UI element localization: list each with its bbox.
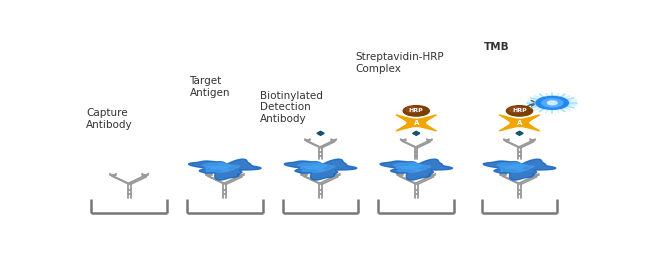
- Text: Streptavidin-HRP
Complex: Streptavidin-HRP Complex: [356, 53, 445, 74]
- Polygon shape: [188, 159, 261, 180]
- Polygon shape: [515, 121, 540, 131]
- Text: Biotinylated
Detection
Antibody: Biotinylated Detection Antibody: [260, 91, 323, 124]
- Circle shape: [547, 101, 557, 105]
- Circle shape: [403, 106, 430, 116]
- Circle shape: [406, 107, 420, 113]
- Text: Target
Antigen: Target Antigen: [190, 76, 230, 98]
- Circle shape: [510, 119, 528, 127]
- Text: A: A: [413, 120, 419, 126]
- Polygon shape: [411, 115, 436, 125]
- Polygon shape: [396, 121, 421, 131]
- Text: HRP: HRP: [409, 108, 424, 113]
- Polygon shape: [484, 159, 556, 180]
- Circle shape: [542, 99, 563, 107]
- Polygon shape: [499, 166, 524, 172]
- Polygon shape: [413, 131, 420, 135]
- Polygon shape: [213, 164, 239, 171]
- Circle shape: [509, 107, 523, 113]
- Polygon shape: [396, 166, 421, 172]
- Polygon shape: [394, 162, 422, 169]
- Text: Capture
Antibody: Capture Antibody: [86, 108, 133, 130]
- Polygon shape: [404, 164, 431, 171]
- Text: A: A: [517, 120, 522, 126]
- Polygon shape: [499, 121, 524, 131]
- Polygon shape: [284, 159, 357, 180]
- Circle shape: [506, 106, 532, 116]
- Circle shape: [534, 96, 570, 110]
- Polygon shape: [507, 164, 534, 171]
- Polygon shape: [515, 115, 540, 125]
- Polygon shape: [380, 159, 452, 180]
- Polygon shape: [497, 162, 526, 169]
- Polygon shape: [308, 164, 335, 171]
- Circle shape: [407, 119, 425, 127]
- Polygon shape: [298, 162, 327, 169]
- Polygon shape: [396, 115, 421, 125]
- Text: HRP: HRP: [512, 108, 527, 113]
- Polygon shape: [205, 166, 229, 172]
- Polygon shape: [300, 166, 325, 172]
- Polygon shape: [317, 131, 324, 135]
- Polygon shape: [499, 115, 524, 125]
- Polygon shape: [411, 121, 436, 131]
- Polygon shape: [202, 162, 231, 169]
- Polygon shape: [516, 131, 523, 135]
- Circle shape: [536, 96, 568, 109]
- Text: TMB: TMB: [484, 42, 510, 52]
